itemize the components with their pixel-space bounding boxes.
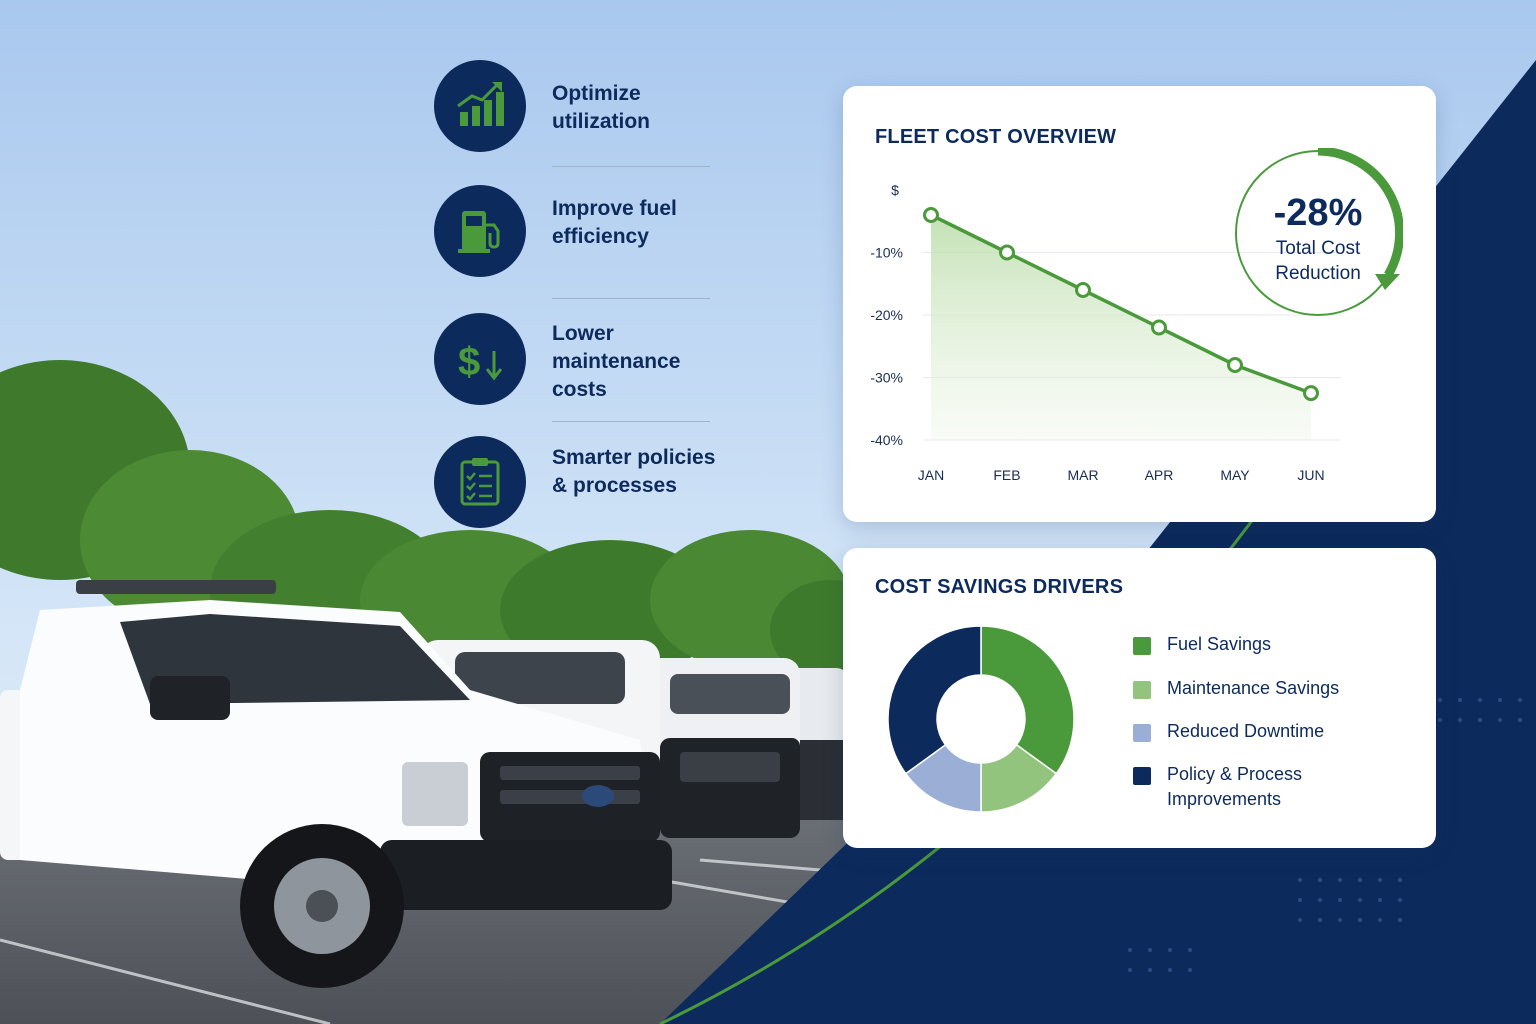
y-tick-label: -10%	[870, 245, 903, 261]
dollar-down-icon: $	[458, 340, 503, 384]
badge-caption: Total Cost Reduction	[1275, 238, 1361, 284]
feature-divider	[552, 421, 710, 422]
legend-swatch	[1133, 637, 1151, 655]
feature-label: Smarter policies & processes	[552, 446, 716, 497]
legend-item: Policy & Process Improvements	[1133, 762, 1423, 812]
y-unit-label: $	[891, 182, 899, 198]
fuel-pump-icon	[458, 211, 500, 253]
data-point	[1075, 282, 1091, 298]
svg-text:$: $	[458, 340, 480, 384]
data-point	[923, 207, 939, 223]
fleet-cost-overview-card: FLEET COST OVERVIEW $ -10% -20% -30% -40% JAN…	[843, 86, 1436, 522]
data-point	[999, 244, 1015, 261]
x-tick-label: JAN	[918, 467, 944, 483]
legend-label: Policy & Process Improvements	[1167, 764, 1303, 809]
legend-label: Fuel Savings	[1167, 634, 1272, 654]
data-point	[1151, 319, 1167, 336]
feature-icon-circle	[434, 60, 526, 152]
y-tick-label: -20%	[870, 307, 903, 323]
x-tick-label: APR	[1145, 467, 1174, 483]
badge-value: -28%	[1273, 192, 1363, 234]
progress-ring-icon	[1235, 148, 1403, 316]
legend-label: Reduced Downtime	[1167, 721, 1325, 741]
feature-label: Improve fuel efficiency	[552, 197, 677, 248]
data-point	[1303, 385, 1319, 402]
cost-savings-donut-chart	[887, 625, 1075, 813]
legend-item: Reduced Downtime	[1133, 719, 1423, 769]
truck-front	[0, 580, 672, 988]
data-point	[1227, 357, 1243, 373]
feature-label: Optimize utilization	[552, 82, 650, 133]
legend-item: Fuel Savings	[1133, 632, 1423, 682]
legend-item: Maintenance Savings	[1133, 676, 1423, 726]
pie-slice	[980, 625, 1075, 775]
y-tick-label: -30%	[870, 370, 903, 386]
pie-slice	[887, 625, 982, 775]
legend-swatch	[1133, 767, 1151, 785]
clipboard-check-icon	[460, 458, 500, 506]
feature-divider	[552, 166, 710, 167]
dot-pattern	[1128, 698, 1522, 972]
feature-label: Lower maintenance costs	[552, 322, 681, 401]
total-cost-reduction-badge: -28% Total Cost Reduction	[1233, 148, 1403, 318]
series-line	[930, 213, 1312, 395]
x-tick-label: JUN	[1297, 467, 1324, 483]
feature-icon-circle	[434, 436, 526, 528]
chart-title: COST SAVINGS DRIVERS	[875, 576, 1124, 598]
bar-chart-up-icon	[457, 82, 504, 126]
x-tick-label: FEB	[993, 467, 1020, 483]
x-tick-label: MAR	[1067, 467, 1098, 483]
legend-label: Maintenance Savings	[1167, 678, 1340, 698]
x-tick-label: MAY	[1220, 467, 1250, 483]
legend-swatch	[1133, 724, 1151, 742]
fleet-cost-line-chart: $ -10% -20% -30% -40% JAN FEB MAR APR MAY JUN	[870, 182, 1341, 483]
feature-divider	[552, 298, 710, 299]
cost-savings-drivers-card: COST SAVINGS DRIVERS Fuel Savings Mainten…	[843, 548, 1436, 848]
feature-icon-circle	[434, 185, 526, 277]
feature-icon-circle: $	[434, 313, 526, 405]
chart-title: FLEET COST OVERVIEW	[875, 126, 1117, 148]
line-area-fill	[931, 215, 1311, 440]
y-tick-label: -40%	[870, 432, 903, 448]
legend-swatch	[1133, 681, 1151, 699]
